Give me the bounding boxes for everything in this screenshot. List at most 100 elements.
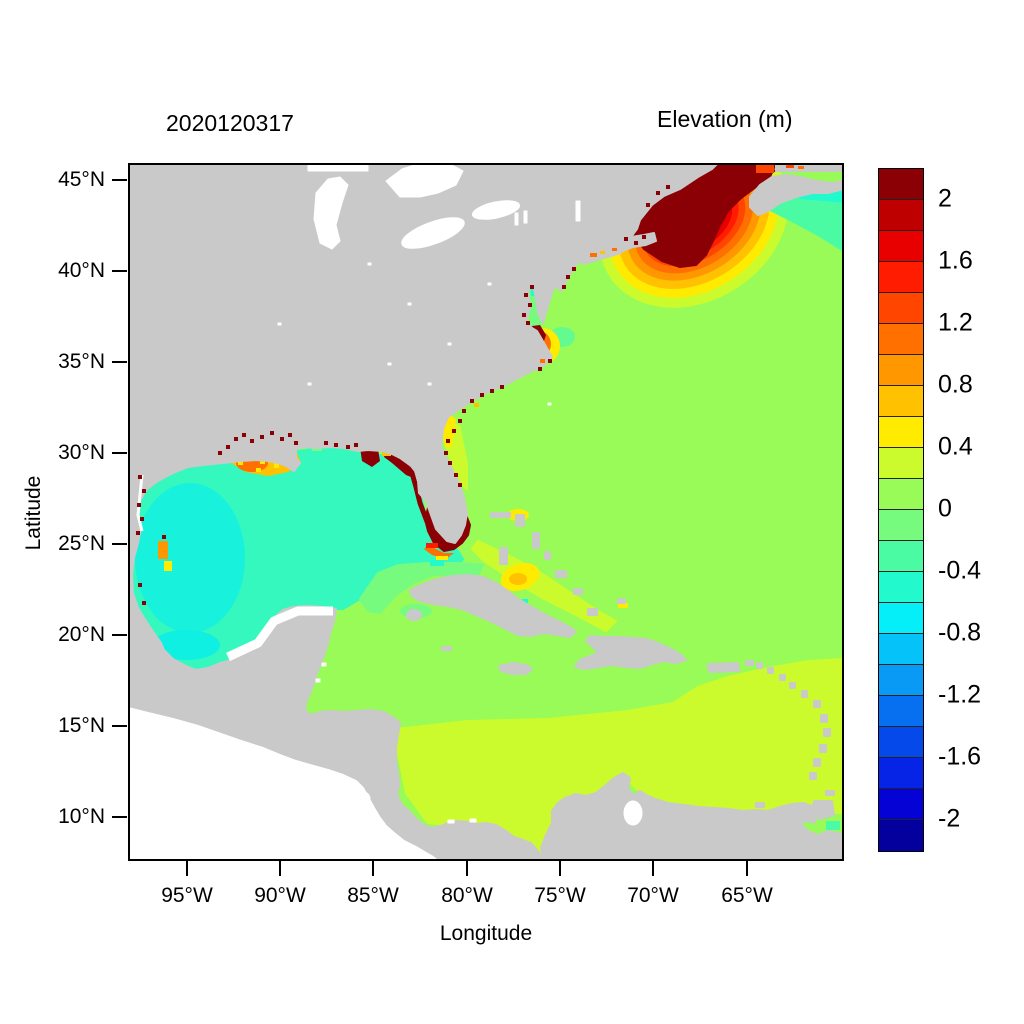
tx-orange-strip bbox=[158, 541, 168, 559]
lake-nicaragua bbox=[351, 790, 371, 808]
south-america-land bbox=[540, 772, 844, 861]
colorbar-block bbox=[879, 386, 923, 417]
y-tick bbox=[112, 634, 127, 636]
colorbar-tick-label: 0 bbox=[938, 494, 952, 523]
colorbar-block bbox=[879, 262, 923, 293]
hispaniola-land bbox=[574, 635, 687, 670]
lake-maracaibo bbox=[623, 800, 643, 826]
colorbar-block bbox=[879, 696, 923, 727]
plot-title-right: Elevation (m) bbox=[657, 106, 793, 132]
colorbar-tick-label: 0.4 bbox=[938, 432, 973, 461]
colorbar-block bbox=[879, 727, 923, 758]
colorbar-block bbox=[879, 820, 923, 851]
mobile-bay-patch bbox=[360, 447, 380, 467]
colorbar-block bbox=[879, 355, 923, 386]
x-tick bbox=[466, 861, 468, 876]
campeche-core bbox=[152, 630, 220, 660]
land-speckles bbox=[277, 222, 552, 824]
map-plot-area bbox=[128, 163, 844, 861]
y-tick bbox=[112, 725, 127, 727]
x-tick bbox=[746, 861, 748, 876]
colorbar-tick-label: 0.8 bbox=[938, 370, 973, 399]
y-tick-label: 25°N bbox=[58, 532, 105, 555]
colorbar-block bbox=[879, 479, 923, 510]
colorbar-block bbox=[879, 634, 923, 665]
colorbar-tick-label: -1.6 bbox=[938, 742, 982, 771]
no-data-white bbox=[128, 163, 643, 861]
colorbar bbox=[878, 168, 924, 852]
colorbar-block bbox=[879, 665, 923, 696]
x-axis-title: Longitude bbox=[439, 922, 533, 945]
colorbar-block bbox=[879, 541, 923, 572]
land-masses bbox=[128, 163, 844, 861]
turks-bank-yellow bbox=[618, 603, 628, 608]
y-tick-label: 20°N bbox=[58, 623, 105, 646]
plot-border bbox=[128, 163, 844, 861]
jamaica-land bbox=[498, 662, 533, 675]
colorbar-block bbox=[879, 324, 923, 355]
colorbar-block bbox=[879, 758, 923, 789]
y-tick-label: 10°N bbox=[58, 805, 105, 828]
colorbar-block bbox=[879, 293, 923, 324]
x-tick-label: 90°W bbox=[254, 884, 306, 907]
y-tick bbox=[112, 270, 127, 272]
minas-basin-orange bbox=[756, 165, 774, 173]
plot-title-left: 2020120317 bbox=[166, 110, 294, 136]
cayman-islands bbox=[441, 646, 452, 651]
y-tick bbox=[112, 179, 127, 181]
colorbar-block bbox=[879, 200, 923, 231]
colorbar-block bbox=[879, 169, 923, 200]
y-tick bbox=[112, 543, 127, 545]
colorbar-block bbox=[879, 510, 923, 541]
paria-teal bbox=[826, 821, 840, 830]
bahama-islands bbox=[490, 512, 626, 616]
pacific-no-data bbox=[128, 707, 439, 861]
trinidad-land bbox=[811, 800, 835, 820]
puerto-rico-land bbox=[707, 662, 740, 673]
yucatan-shelf-white bbox=[226, 606, 333, 662]
colorbar-tick-label: 2 bbox=[938, 184, 952, 213]
x-tick bbox=[652, 861, 654, 876]
x-tick bbox=[559, 861, 561, 876]
colorbar-block bbox=[879, 448, 923, 479]
x-tick-label: 65°W bbox=[721, 884, 773, 907]
y-tick-label: 45°N bbox=[58, 168, 105, 191]
x-tick bbox=[279, 861, 281, 876]
coastal-orange-speckles bbox=[474, 164, 804, 407]
x-tick bbox=[372, 861, 374, 876]
x-tick-label: 85°W bbox=[347, 884, 399, 907]
tx-yellow-dash bbox=[164, 561, 172, 571]
north-america-land bbox=[128, 163, 719, 861]
y-tick-label: 15°N bbox=[58, 714, 105, 737]
colorbar-block bbox=[879, 231, 923, 262]
colorbar-tick-label: -0.4 bbox=[938, 556, 982, 585]
colorbar-tick-label: -2 bbox=[938, 804, 961, 833]
colorbar-tick-label: -1.2 bbox=[938, 680, 982, 709]
colorbar-block bbox=[879, 417, 923, 448]
x-tick-label: 80°W bbox=[441, 884, 493, 907]
y-tick bbox=[112, 816, 127, 818]
colorbar-tick-label: -0.8 bbox=[938, 618, 982, 647]
colorbar-tick-label: 1.6 bbox=[938, 246, 973, 275]
y-tick bbox=[112, 361, 127, 363]
nova-scotia-land bbox=[749, 174, 844, 216]
coastal-surge-speckles bbox=[136, 185, 670, 605]
x-tick-label: 70°W bbox=[627, 884, 679, 907]
x-tick-label: 75°W bbox=[534, 884, 586, 907]
long-island-land bbox=[579, 248, 622, 265]
y-tick-label: 40°N bbox=[58, 259, 105, 282]
y-tick bbox=[112, 452, 127, 454]
new-brunswick-strip bbox=[775, 163, 844, 172]
cuba-land bbox=[409, 574, 577, 638]
colorbar-tick-label: 1.2 bbox=[938, 308, 973, 337]
x-tick-label: 95°W bbox=[161, 884, 213, 907]
colorbar-labels: 2 1.6 1.2 0.8 0.4 0 -0.4 -0.8 -1.2 -1.6 -2 bbox=[938, 168, 1018, 850]
water-regions bbox=[131, 163, 844, 854]
colorbar-block bbox=[879, 603, 923, 634]
x-tick bbox=[186, 861, 188, 876]
colorbar-block bbox=[879, 789, 923, 820]
y-tick-label: 35°N bbox=[58, 350, 105, 373]
colorbar-block bbox=[879, 572, 923, 603]
gulf-core bbox=[135, 483, 245, 633]
